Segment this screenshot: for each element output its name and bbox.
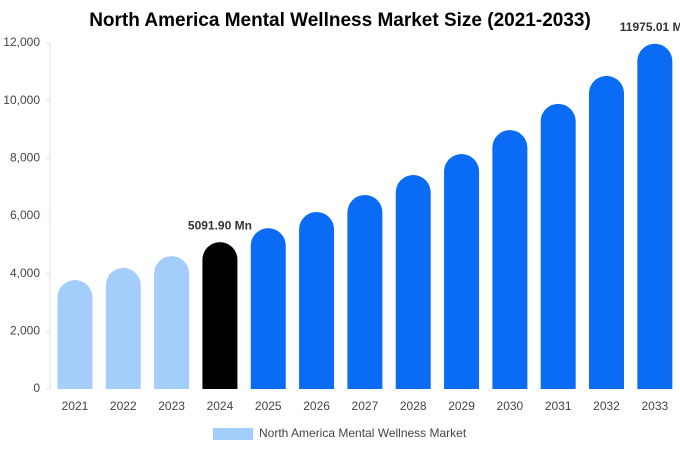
bar xyxy=(202,242,238,389)
y-tick-label: 2,000 xyxy=(10,324,40,338)
bar xyxy=(250,228,286,389)
y-tick-label: 0 xyxy=(33,381,40,395)
x-tick-label: 2031 xyxy=(545,399,572,413)
bar xyxy=(492,130,528,389)
x-tick-label: 2030 xyxy=(497,399,524,413)
x-tick-label: 2024 xyxy=(207,399,234,413)
bar xyxy=(540,103,576,390)
y-tick-label: 6,000 xyxy=(10,208,40,222)
x-tick-label: 2025 xyxy=(255,399,282,413)
x-tick-label: 2028 xyxy=(400,399,427,413)
x-tick-label: 2021 xyxy=(62,399,89,413)
y-tick-label: 12,000 xyxy=(3,35,40,49)
x-tick-label: 2026 xyxy=(303,399,330,413)
value-label: 11975.01 Mn xyxy=(620,20,680,34)
bar xyxy=(347,194,383,389)
value-label: 5091.90 Mn xyxy=(188,218,252,232)
x-tick-label: 2032 xyxy=(593,399,620,413)
bar xyxy=(589,75,625,390)
chart-title: North America Mental Wellness Market Siz… xyxy=(89,10,591,31)
bar xyxy=(299,211,335,389)
y-tick-label: 8,000 xyxy=(10,151,40,165)
bar xyxy=(444,154,480,389)
legend-swatch xyxy=(213,428,253,440)
x-tick-label: 2023 xyxy=(158,399,185,413)
x-tick-label: 2027 xyxy=(352,399,379,413)
y-tick-label: 4,000 xyxy=(10,266,40,280)
y-tick-label: 10,000 xyxy=(3,93,40,107)
bar xyxy=(57,280,93,389)
x-tick-label: 2033 xyxy=(641,399,668,413)
bar xyxy=(154,256,190,389)
bar xyxy=(105,267,141,389)
bar xyxy=(395,175,431,389)
bar xyxy=(637,43,673,389)
legend-label: North America Mental Wellness Market xyxy=(259,426,467,440)
x-tick-label: 2022 xyxy=(110,399,137,413)
x-tick-label: 2029 xyxy=(448,399,475,413)
